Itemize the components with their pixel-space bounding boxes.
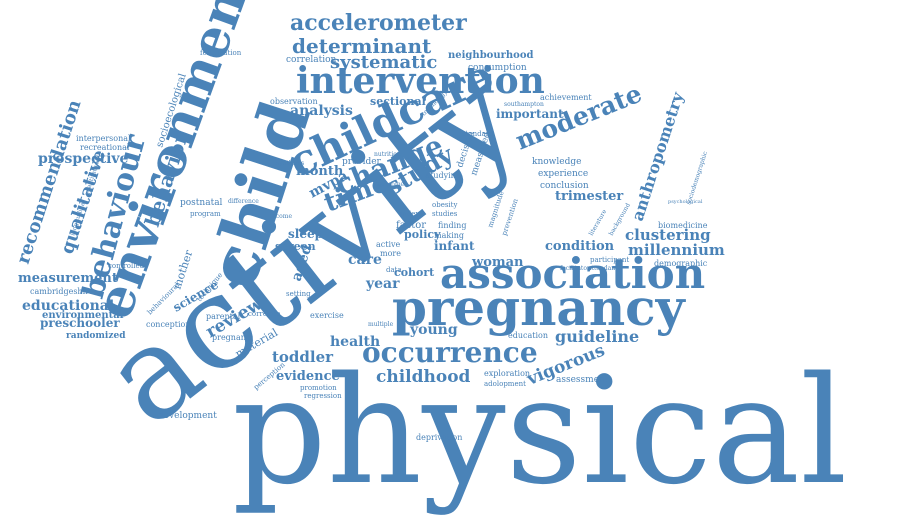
word-occurrence: occurrence <box>362 336 538 369</box>
word-nutrition: nutrition <box>374 151 401 158</box>
word-development: development <box>158 411 217 421</box>
word-parental: parental <box>206 312 241 321</box>
word-educational: educational <box>22 298 114 314</box>
word-deprivation: deprivation <box>416 433 462 442</box>
word-pregnant: pregnant <box>212 333 250 342</box>
word-cohort: cohort <box>394 266 435 279</box>
word-adolopment: adolopment <box>484 380 526 388</box>
word-biomedicine: biomedicine <box>658 221 708 230</box>
word-policy: policy <box>404 228 441 241</box>
word-environmental: environmental <box>42 310 124 321</box>
word-toddler: toddler <box>272 348 334 366</box>
word-important: important <box>496 107 564 121</box>
word-screen: screen <box>275 240 316 253</box>
word-determinant: determinant <box>292 34 432 58</box>
word-condition: condition <box>545 239 615 254</box>
word-year: year <box>365 276 400 292</box>
word-achievement: achievement <box>540 93 592 102</box>
word-young: young <box>409 322 458 338</box>
word-multiple: multiple <box>368 321 394 328</box>
word-preschooler: preschooler <box>40 316 120 330</box>
word-setting: setting <box>286 290 311 298</box>
word-sociodemographic: sociodemographic <box>685 150 709 206</box>
word-care: care <box>348 252 382 268</box>
word-more: more <box>380 249 401 258</box>
word-facilitator: facilitator <box>560 265 590 272</box>
word-psychological: psychological <box>668 199 703 205</box>
word-systematic: systematic <box>330 52 437 73</box>
word-assessment: assessment <box>556 375 609 385</box>
word-intervention: intervention <box>296 60 545 102</box>
word-childhood: childhood <box>376 367 471 387</box>
word-finding: finding <box>438 221 466 230</box>
word-promotion: promotion <box>300 384 337 392</box>
word-studies: studies <box>432 210 458 218</box>
word-controlled: controlled <box>108 262 145 270</box>
word-sleep: sleep <box>288 227 323 241</box>
word-demographic: demographic <box>654 259 708 268</box>
word-postnatal: postnatal <box>180 198 223 208</box>
word-income: income <box>270 213 292 220</box>
word-correlate: correlate <box>248 310 280 318</box>
word-correlation: correlation <box>286 55 337 65</box>
word-association: association <box>440 249 705 298</box>
word-woman: woman <box>471 255 524 270</box>
word-literature: literature <box>588 208 609 237</box>
word-recreational: recreational <box>80 143 130 152</box>
word-sectional: sectional <box>370 95 426 108</box>
word-month: month <box>296 164 344 179</box>
word-neighbourhood: neighbourhood <box>448 50 534 61</box>
word-data: data <box>386 266 402 274</box>
word-conception: conception <box>146 320 191 329</box>
word-studying: studying <box>426 171 461 180</box>
word-experience: experience <box>538 169 588 179</box>
word-health: health <box>330 334 380 350</box>
word-guideline: guideline <box>555 327 639 346</box>
word-knowledge: knowledge <box>532 157 581 167</box>
word-fertilization: fertilization <box>200 49 242 57</box>
word-participant: participant <box>590 256 629 264</box>
word-active: active <box>376 240 401 249</box>
word-cambridgeshire: cambridgeshire <box>30 287 94 296</box>
word-observation: observation <box>270 97 318 106</box>
word-provider: provider <box>342 157 382 167</box>
word-clustering: clustering <box>625 226 711 244</box>
word-randomized: randomized <box>66 331 126 341</box>
word-outcome: outcome <box>378 181 405 188</box>
word-difference: difference <box>228 198 259 205</box>
word-attendance: attendance <box>588 265 622 272</box>
word-millennium: millennium <box>628 241 725 259</box>
word-physical: physical <box>232 345 847 517</box>
word-standard: standard <box>462 130 494 138</box>
word-prospective: prospective <box>38 151 129 167</box>
word-pregnancy: pregnancy <box>392 278 687 337</box>
word-education: education <box>508 331 548 340</box>
word-consumption: consumption <box>468 63 527 73</box>
word-index: index <box>400 210 419 218</box>
word-southampton: southampton <box>504 101 544 108</box>
word-synthesis: synthesis <box>276 160 304 167</box>
word-exercise: exercise <box>310 311 344 320</box>
word-infant: infant <box>434 239 475 253</box>
word-program: program <box>190 210 221 218</box>
word-prevention: prevention <box>500 197 520 236</box>
word-trimester: trimester <box>555 189 623 204</box>
word-obesity: obesity <box>432 201 457 209</box>
word-interpersonal: interpersonal <box>76 134 131 143</box>
word-conclusion: conclusion <box>540 181 589 191</box>
word-regression: regression <box>304 392 342 400</box>
word-factor: factor <box>396 220 426 231</box>
word-making: making <box>434 231 464 240</box>
word-evidence: evidence <box>276 369 340 384</box>
word-accelerometer: accelerometer <box>290 10 467 36</box>
word-analysis: analysis <box>290 103 353 119</box>
word-exploration: exploration <box>484 369 530 378</box>
word-measurement: measurement <box>18 271 118 286</box>
